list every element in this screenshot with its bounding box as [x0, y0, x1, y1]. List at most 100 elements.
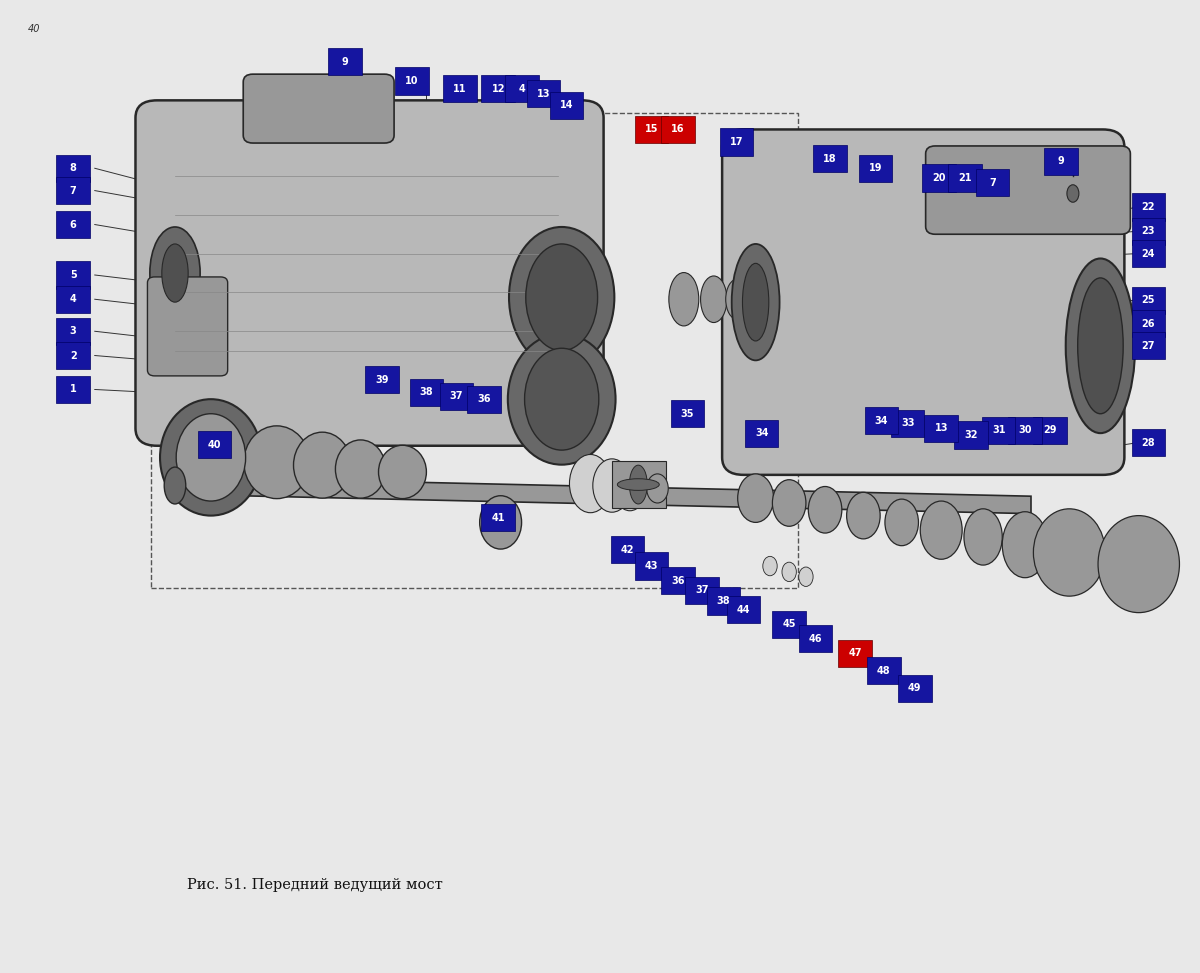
Text: 36: 36 [478, 394, 491, 404]
FancyBboxPatch shape [890, 410, 924, 437]
Ellipse shape [524, 348, 599, 450]
Text: 34: 34 [875, 415, 888, 425]
FancyBboxPatch shape [365, 366, 398, 393]
Text: 19: 19 [869, 163, 882, 173]
Ellipse shape [726, 279, 750, 319]
FancyBboxPatch shape [148, 277, 228, 376]
Text: 20: 20 [932, 173, 946, 183]
Ellipse shape [964, 509, 1002, 565]
FancyBboxPatch shape [720, 128, 754, 156]
Ellipse shape [799, 567, 814, 587]
Ellipse shape [668, 272, 698, 326]
Text: 10: 10 [406, 76, 419, 86]
FancyBboxPatch shape [671, 400, 704, 427]
FancyBboxPatch shape [976, 169, 1009, 197]
Text: 29: 29 [1044, 425, 1057, 435]
FancyBboxPatch shape [1132, 240, 1165, 268]
Text: 28: 28 [1141, 438, 1156, 448]
FancyBboxPatch shape [799, 626, 833, 653]
Text: 36: 36 [671, 576, 684, 586]
FancyBboxPatch shape [395, 67, 428, 94]
FancyBboxPatch shape [859, 155, 892, 182]
Ellipse shape [847, 492, 880, 539]
FancyBboxPatch shape [56, 211, 90, 238]
FancyBboxPatch shape [922, 164, 955, 192]
Ellipse shape [1002, 512, 1048, 578]
Text: 23: 23 [1141, 227, 1156, 236]
Ellipse shape [773, 480, 806, 526]
Text: 15: 15 [644, 125, 659, 134]
FancyBboxPatch shape [635, 116, 668, 143]
FancyBboxPatch shape [925, 146, 1130, 234]
Text: 3: 3 [70, 326, 77, 337]
FancyBboxPatch shape [948, 164, 982, 192]
FancyBboxPatch shape [198, 431, 232, 458]
FancyBboxPatch shape [722, 129, 1124, 475]
Text: 17: 17 [730, 137, 743, 147]
Ellipse shape [629, 465, 647, 504]
FancyBboxPatch shape [954, 421, 988, 449]
FancyBboxPatch shape [1132, 429, 1165, 456]
FancyBboxPatch shape [550, 91, 583, 119]
FancyBboxPatch shape [56, 317, 90, 344]
FancyBboxPatch shape [611, 536, 644, 563]
Text: 7: 7 [989, 178, 996, 188]
Ellipse shape [160, 399, 262, 516]
FancyBboxPatch shape [56, 286, 90, 313]
FancyBboxPatch shape [56, 155, 90, 182]
Ellipse shape [509, 227, 614, 368]
Ellipse shape [526, 244, 598, 350]
Text: 2: 2 [70, 350, 77, 361]
Ellipse shape [378, 446, 426, 498]
Ellipse shape [613, 462, 647, 511]
FancyBboxPatch shape [745, 419, 779, 447]
FancyBboxPatch shape [661, 116, 695, 143]
Text: 4: 4 [518, 84, 526, 93]
FancyBboxPatch shape [839, 640, 871, 667]
Ellipse shape [570, 454, 611, 513]
Text: 7: 7 [70, 186, 77, 196]
FancyBboxPatch shape [1033, 416, 1067, 444]
FancyBboxPatch shape [866, 657, 900, 684]
FancyBboxPatch shape [244, 74, 394, 143]
Ellipse shape [701, 276, 727, 322]
Ellipse shape [1098, 516, 1180, 613]
FancyBboxPatch shape [773, 611, 806, 638]
Ellipse shape [884, 499, 918, 546]
Ellipse shape [1066, 259, 1135, 433]
Text: 48: 48 [877, 666, 890, 676]
Text: 32: 32 [965, 430, 978, 440]
Text: 6: 6 [70, 220, 77, 230]
Ellipse shape [593, 459, 631, 512]
FancyBboxPatch shape [1008, 416, 1042, 444]
Ellipse shape [751, 281, 773, 317]
FancyBboxPatch shape [707, 588, 740, 615]
FancyBboxPatch shape [56, 342, 90, 369]
Text: 1: 1 [70, 384, 77, 394]
Ellipse shape [508, 334, 616, 465]
Text: 24: 24 [1141, 249, 1156, 259]
Text: 42: 42 [620, 545, 635, 555]
FancyBboxPatch shape [898, 674, 931, 702]
Ellipse shape [647, 474, 668, 503]
Text: 40: 40 [208, 440, 221, 450]
Text: 4: 4 [70, 294, 77, 305]
Text: 40: 40 [28, 24, 41, 34]
Ellipse shape [763, 557, 778, 576]
Text: 11: 11 [454, 84, 467, 93]
Text: 37: 37 [450, 391, 463, 401]
Ellipse shape [336, 440, 385, 498]
FancyBboxPatch shape [439, 382, 473, 410]
FancyBboxPatch shape [56, 177, 90, 204]
FancyBboxPatch shape [685, 577, 719, 604]
FancyBboxPatch shape [1132, 218, 1165, 245]
FancyBboxPatch shape [443, 75, 476, 102]
Ellipse shape [164, 467, 186, 504]
FancyBboxPatch shape [1044, 148, 1078, 175]
FancyBboxPatch shape [864, 407, 898, 434]
Text: 39: 39 [376, 375, 389, 384]
FancyBboxPatch shape [814, 145, 847, 172]
FancyBboxPatch shape [56, 376, 90, 403]
Text: 34: 34 [755, 428, 768, 438]
Text: 22: 22 [1141, 202, 1156, 212]
